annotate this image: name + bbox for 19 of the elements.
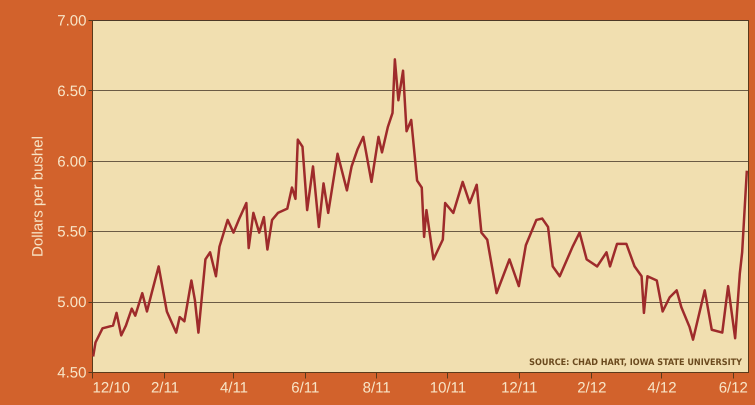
x-tick-label: 12/11 [501,380,538,396]
y-tick-label: 5.00 [57,294,86,312]
annotation: SOURCE: CHAD HART, IOWA STATE UNIVERSITY [529,358,742,368]
y-tick-label: 4.50 [57,364,86,382]
x-tick-label: 8/11 [362,380,391,396]
line-series [92,58,748,358]
y-tick-label: 5.50 [57,224,86,241]
y-tick-label: 6.50 [57,82,86,100]
y-axis-title: Dollars per bushel [29,136,46,257]
y-tick-label: 7.00 [57,12,86,30]
x-tick-label: 4/11 [220,380,248,396]
x-tick-label: 6/12 [718,380,748,396]
x-tick-label: 12/10 [92,380,130,396]
x-tick-label: 10/11 [430,380,466,396]
x-tick-label: 2/11 [150,380,180,396]
x-tick-label: 4/12 [647,380,677,396]
x-tick-label: 2/12 [577,380,606,396]
x-tick-label: 6/11 [291,380,320,396]
y-tick-label: 6.00 [57,153,86,170]
